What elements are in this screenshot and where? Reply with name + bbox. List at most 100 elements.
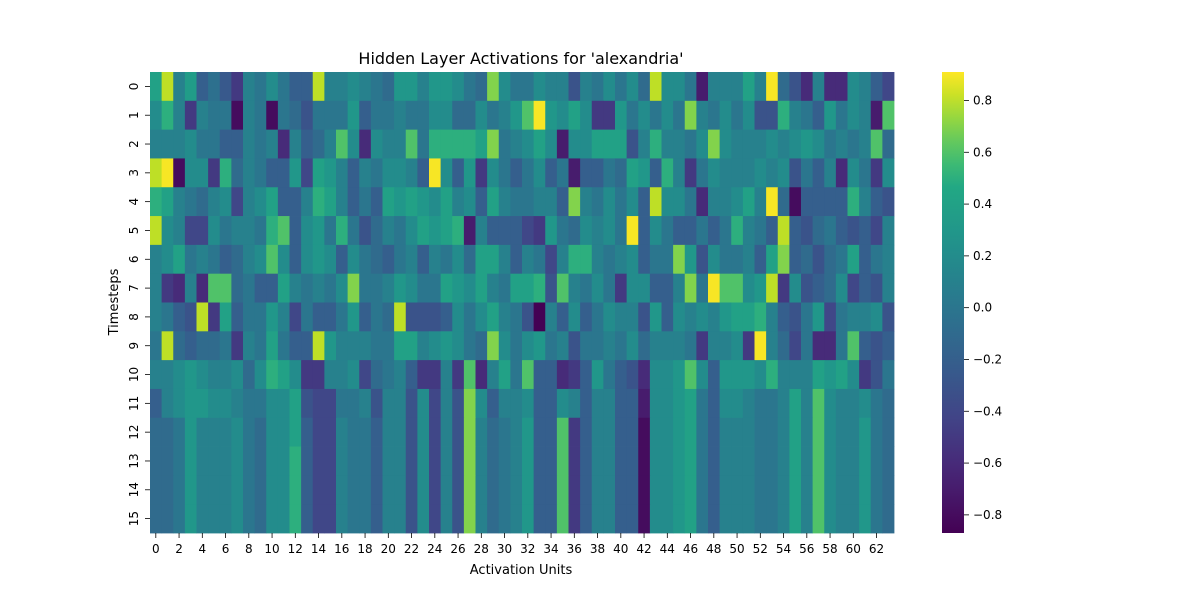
x-tick-label: 4 [198, 542, 206, 556]
heatmap-cell [498, 360, 511, 390]
heatmap-cell [219, 417, 232, 447]
heatmap-cell [708, 187, 721, 217]
heatmap-cell [231, 504, 244, 534]
heatmap-cell [684, 158, 697, 188]
heatmap-cell [301, 446, 314, 476]
heatmap-cell [777, 331, 790, 361]
heatmap-cell [847, 129, 860, 159]
heatmap-cell [638, 417, 651, 447]
heatmap-cell [498, 446, 511, 476]
heatmap-cell [812, 244, 825, 275]
heatmap-cell [289, 100, 302, 131]
heatmap-cell [533, 331, 546, 361]
heatmap-cell [347, 216, 360, 246]
heatmap-cell [510, 360, 523, 390]
heatmap-cell [789, 446, 802, 476]
heatmap-cell [452, 216, 465, 246]
heatmap-cell [405, 129, 418, 159]
heatmap-cell [394, 187, 407, 217]
heatmap-cell [487, 302, 500, 332]
heatmap-cell [696, 475, 709, 505]
heatmap-cell [545, 187, 558, 217]
heatmap-cell [789, 417, 802, 447]
heatmap-cell [742, 446, 755, 476]
heatmap-cell [742, 475, 755, 505]
heatmap-cell [812, 302, 825, 332]
heatmap-cell [254, 360, 267, 390]
heatmap-cell [812, 216, 825, 246]
x-tick-label: 54 [776, 542, 791, 556]
heatmap-cell [882, 244, 895, 275]
heatmap-cell [336, 273, 349, 303]
heatmap-cell [150, 129, 163, 159]
heatmap-cell [405, 331, 418, 361]
heatmap-cell [824, 446, 837, 476]
heatmap-cell [219, 446, 232, 476]
heatmap-cell [812, 187, 825, 217]
heatmap-cell [301, 417, 314, 447]
heatmap-cell [452, 273, 465, 303]
heatmap-cell [429, 72, 442, 102]
heatmap-cell [463, 388, 476, 419]
heatmap-cell [731, 446, 744, 476]
heatmap-cell [208, 475, 221, 505]
heatmap-cell [196, 475, 209, 505]
heatmap-cell [475, 129, 488, 159]
heatmap-cell [370, 129, 383, 159]
heatmap-cell [289, 187, 302, 217]
heatmap-cell [673, 417, 686, 447]
heatmap-cell [324, 446, 337, 476]
heatmap-cell [208, 187, 221, 217]
heatmap-cell [324, 100, 337, 131]
heatmap-cell [603, 273, 616, 303]
heatmap-cell [545, 244, 558, 275]
heatmap-cell [429, 100, 442, 131]
heatmap-cell [301, 388, 314, 419]
heatmap-cell [835, 331, 848, 361]
heatmap-cell [336, 446, 349, 476]
heatmap-cell [649, 244, 662, 275]
colorbar-tick-label: −0.6 [973, 456, 1002, 470]
heatmap-cell [417, 72, 430, 102]
heatmap-cell [382, 446, 395, 476]
heatmap-cell [312, 475, 325, 505]
heatmap-cell [184, 360, 197, 390]
heatmap-cell [719, 446, 732, 476]
heatmap-cell [835, 388, 848, 419]
heatmap-cell [870, 446, 883, 476]
heatmap-cell [835, 72, 848, 102]
colorbar [942, 72, 964, 533]
heatmap-cell [359, 187, 372, 217]
heatmap-cell [801, 360, 814, 390]
heatmap-cell [382, 475, 395, 505]
heatmap-cell [208, 216, 221, 246]
heatmap-cell [463, 216, 476, 246]
heatmap-cell [382, 273, 395, 303]
heatmap-cell [231, 331, 244, 361]
heatmap-cell [161, 331, 174, 361]
heatmap-cell [440, 417, 453, 447]
heatmap-cell [487, 158, 500, 188]
heatmap-cell [777, 302, 790, 332]
heatmap-cell [498, 417, 511, 447]
colorbar-ticks: 0.8 0.6 0.4 0.2 0.0 −0.2 −0.4 −0.6 −0.8 [964, 93, 1002, 522]
heatmap-cell [440, 216, 453, 246]
heatmap-cell [812, 417, 825, 447]
heatmap-cell [196, 100, 209, 131]
heatmap-cell [835, 360, 848, 390]
heatmap-cell [289, 446, 302, 476]
heatmap-cell [196, 129, 209, 159]
heatmap-cell [882, 216, 895, 246]
heatmap-cell [277, 475, 290, 505]
heatmap-cell [708, 129, 721, 159]
heatmap-cell [487, 417, 500, 447]
heatmap-cell [777, 475, 790, 505]
heatmap-cell [429, 360, 442, 390]
heatmap-cell [556, 244, 569, 275]
heatmap-cell [742, 72, 755, 102]
heatmap-cell [766, 100, 779, 131]
heatmap-cell [754, 504, 767, 534]
heatmap-cell [615, 244, 628, 275]
heatmap-cell [277, 216, 290, 246]
heatmap-cell [359, 244, 372, 275]
